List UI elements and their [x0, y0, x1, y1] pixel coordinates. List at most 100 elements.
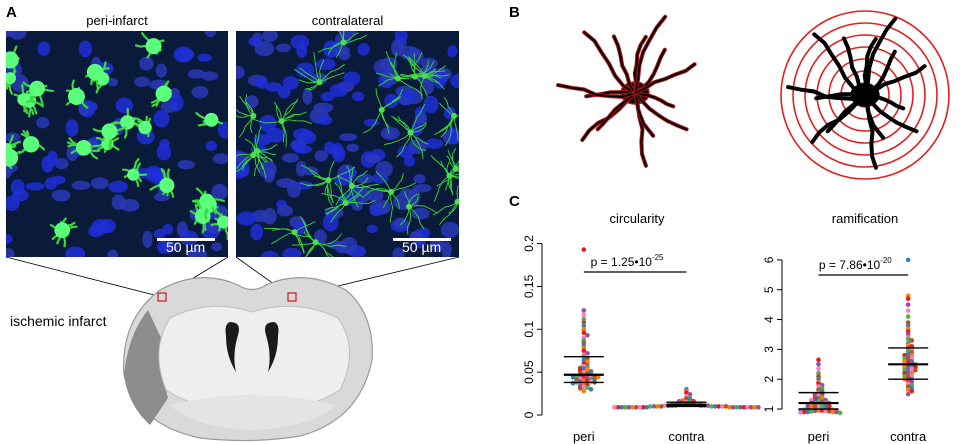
cell-branch: [634, 92, 675, 108]
nucleus: [212, 153, 228, 165]
microglia-layer: [6, 32, 228, 248]
microglia-process: [325, 202, 347, 214]
microglia-soma: [217, 215, 228, 229]
data-point: [644, 404, 650, 410]
microglia-process: [291, 241, 317, 246]
microglia-process: [424, 70, 446, 77]
microglia-soma: [204, 112, 219, 127]
microglia-process: [256, 144, 278, 152]
microglia-process: [274, 101, 283, 122]
data-point: [905, 387, 911, 392]
data-point: [905, 257, 911, 263]
nucleus: [37, 41, 51, 56]
microglia-soma: [342, 199, 349, 206]
microglia-process: [300, 164, 329, 181]
nucleus: [187, 247, 207, 257]
nuclei-layer: [236, 31, 459, 257]
data-point: [738, 404, 743, 410]
microglia-process: [252, 154, 261, 173]
data-point: [687, 392, 693, 397]
nucleus: [282, 247, 302, 257]
microglia-process: [384, 132, 412, 145]
microglia-process: [390, 73, 416, 79]
microglia-process: [327, 41, 344, 55]
scale-bar-right: [393, 238, 451, 241]
microglia-process: [414, 60, 435, 78]
nucleus: [156, 239, 173, 254]
data-point: [581, 326, 587, 332]
data-point: [723, 404, 729, 409]
microglia-soma: [278, 118, 285, 125]
sholl-ring: [804, 34, 926, 156]
nucleus: [339, 133, 357, 142]
y-tick-label: 2: [762, 376, 776, 383]
microglia-process: [430, 155, 450, 177]
nucleus: [78, 40, 93, 58]
sholl-ring: [816, 46, 914, 144]
cell-branch: [612, 35, 636, 94]
contralateral-title: contralateral: [311, 13, 384, 28]
microglia-process: [393, 52, 399, 79]
nucleus: [294, 144, 312, 154]
nucleus: [204, 31, 217, 38]
data-point: [581, 320, 587, 325]
nucleus: [357, 43, 370, 56]
data-point: [595, 374, 601, 380]
microglia-process: [438, 115, 455, 133]
microglia-process: [449, 175, 459, 178]
microglia-process: [281, 120, 287, 148]
data-point: [816, 361, 821, 367]
microglia-process: [439, 102, 455, 117]
microglia-process: [445, 168, 457, 191]
nucleus: [134, 76, 151, 88]
scale-bar-left: [157, 238, 215, 241]
ischemic-infarct-label: ischemic infarct: [10, 313, 107, 329]
microglia-soma: [394, 75, 401, 82]
cell-branch: [842, 37, 866, 96]
data-point: [581, 312, 587, 318]
y-tick-label: 1: [762, 405, 776, 412]
microglia-process: [410, 104, 425, 133]
data-point: [816, 357, 821, 363]
data-point: [570, 380, 576, 386]
data-point: [909, 366, 915, 372]
microglia-process: [449, 175, 459, 180]
microglia-process: [390, 172, 404, 193]
microglia-process: [397, 77, 423, 96]
microglia-process: [410, 124, 427, 133]
data-point: [905, 302, 911, 307]
nucleus: [411, 207, 430, 220]
data-point: [905, 314, 911, 319]
data-point: [581, 308, 587, 313]
data-point: [570, 374, 576, 380]
nucleus: [36, 116, 50, 129]
nucleus: [107, 249, 119, 257]
microglia-process: [453, 115, 459, 141]
microglia-process: [236, 154, 254, 170]
nucleus: [368, 188, 384, 203]
data-point: [581, 316, 587, 322]
microglia-soma: [340, 39, 347, 46]
microglia-soma: [291, 229, 298, 236]
panel-letter-b: B: [509, 4, 520, 21]
roi-contralateral: [287, 292, 297, 302]
microglia-process: [256, 150, 267, 178]
circularity-chart: circularity 0 0.05 0.1 0.15 0.2 peri contra p = …: [522, 211, 761, 444]
nucleus: [139, 56, 154, 71]
y-tick-label: 4: [762, 316, 776, 323]
microglia-process: [294, 221, 316, 233]
data-point: [585, 350, 590, 356]
data-point: [905, 336, 911, 342]
microglia-process: [443, 97, 455, 117]
data-point: [834, 409, 839, 415]
nucleus: [364, 153, 381, 164]
micrograph-bg: [6, 31, 228, 257]
microglia-soma: [250, 112, 257, 119]
nucleus: [446, 127, 459, 144]
microglia-process: [424, 74, 450, 77]
cell-branch: [787, 86, 866, 100]
nucleus: [51, 189, 71, 202]
microglia-soma: [86, 63, 104, 81]
nucleus: [276, 205, 293, 217]
microglia-process: [375, 88, 383, 111]
